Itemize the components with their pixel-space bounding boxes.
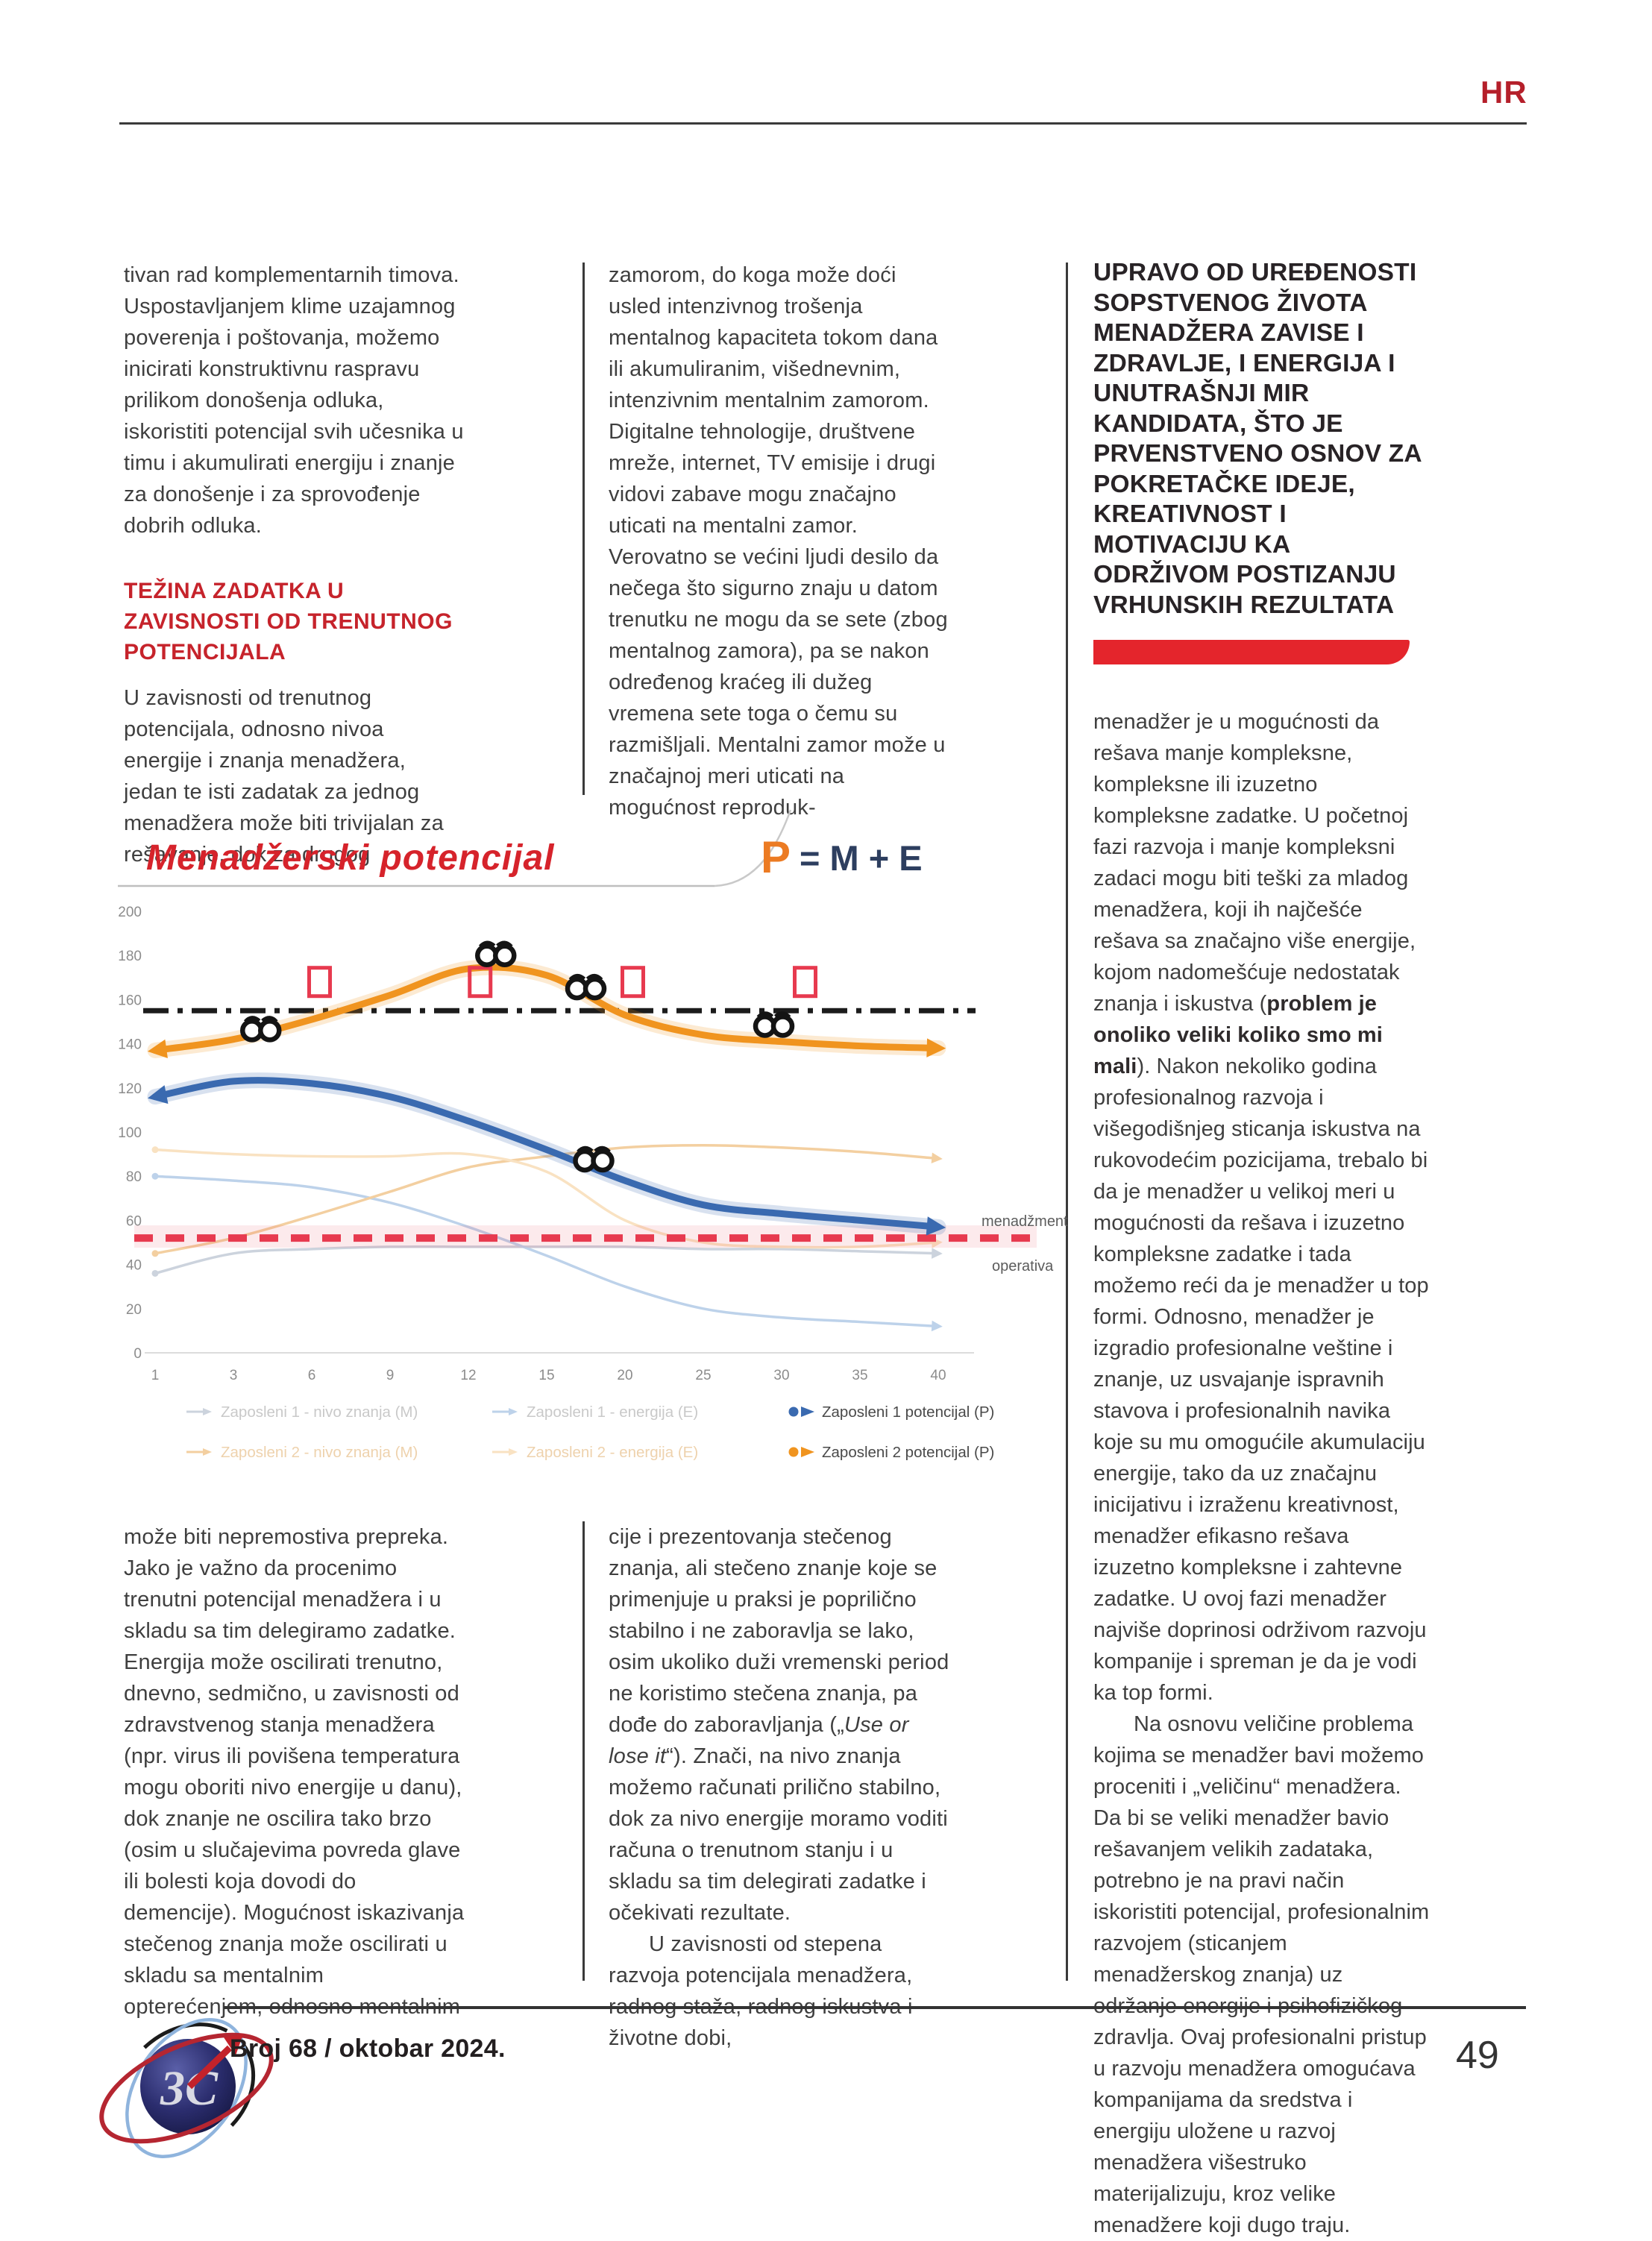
svg-text:80: 80 [126,1169,142,1185]
svg-text:operativa: operativa [992,1258,1054,1274]
text-run: ). Nakon nekoliko godina profesionalnog … [1093,1055,1429,1705]
brand-logo: 3C [99,2018,274,2158]
chart-canvas: Menadžerski potencijal P = M + E 0 20 40 60 80 1… [118,809,1068,1461]
column-divider [582,263,585,795]
svg-text:25: 25 [695,1368,711,1383]
svg-text:100: 100 [118,1125,142,1141]
paragraph: U zavisnosti od trenutnog potencijala, o… [124,686,444,867]
svg-text:30: 30 [773,1368,789,1383]
svg-text:9: 9 [386,1368,395,1383]
article-column-2: zamorom, do koga može doći usled intenzi… [609,260,950,823]
text-run: menadžer je u mogućnosti da rešava manje… [1093,710,1416,1016]
svg-text:0: 0 [134,1346,142,1362]
page-number: 49 [1456,2034,1499,2077]
svg-text:Zaposleni 1 - nivo znanja (M): Zaposleni 1 - nivo znanja (M) [221,1404,418,1421]
paragraph: zamorom, do koga može doći usled intenzi… [609,263,948,820]
svg-text:Zaposleni 2 - energija (E): Zaposleni 2 - energija (E) [527,1444,698,1461]
paragraph: može biti nepremostiva prepreka. Jako je… [124,1525,465,2019]
magazine-page: { "header": { "section_tag": "HR" }, "ar… [99,75,1527,2237]
svg-text:200: 200 [118,905,142,920]
svg-text:20: 20 [617,1368,632,1383]
pull-quote-heading: UPRAVO OD UREĐENOSTI SOPSTVENOG ŽIVOTA M… [1093,259,1422,619]
svg-text:Zaposleni 1 - energija (E): Zaposleni 1 - energija (E) [527,1404,698,1421]
paragraph: Na osnovu veličine problema kojima se me… [1093,1712,1430,2237]
svg-text:40: 40 [126,1258,142,1274]
text-run: cije i prezentovanja stečenog znanja, al… [609,1525,949,1737]
text-run: “). Znači, na nivo znanja možemo računat… [609,1744,948,1925]
column-divider [582,1521,585,1981]
svg-text:1: 1 [151,1368,160,1383]
paragraph: cije i prezentovanja stečenog znanja, al… [609,1521,950,1929]
svg-text:3: 3 [230,1368,238,1383]
svg-text:140: 140 [118,1037,142,1053]
italic-text-run: Use or lose it [609,1713,909,1768]
article-column-2-lower: cije i prezentovanja stečenog znanja, al… [609,1521,950,2054]
svg-text:120: 120 [118,1081,142,1097]
svg-text:12: 12 [460,1368,476,1383]
svg-text:Menadžerski potencijal: Menadžerski potencijal [146,838,555,878]
svg-text:60: 60 [126,1213,142,1229]
column-divider [1066,263,1068,1981]
bold-text-run: problem je onoliko veliki koliko smo mi … [1093,992,1383,1078]
svg-text:Zaposleni 1 potencijal (P): Zaposleni 1 potencijal (P) [822,1404,994,1421]
svg-text:Zaposleni 2 - nivo znanja (M): Zaposleni 2 - nivo znanja (M) [221,1444,418,1461]
article-column-3: UPRAVO OD UREĐENOSTI SOPSTVENOG ŽIVOTA M… [1093,258,1430,2241]
section-heading: TEŽINA ZADATKA U ZAVISNOSTI OD TRENUTNOG… [124,579,453,664]
paragraph: U zavisnosti od stepena razvoja potencij… [609,1932,913,2050]
paragraph: menadžer je u mogućnosti da rešava manje… [1093,706,1430,1709]
top-rule [119,122,1527,125]
paragraph: tivan rad komplementarnih timova. Uspost… [124,263,464,538]
svg-text:15: 15 [538,1368,554,1383]
logo-arrow [186,2034,243,2090]
svg-text:160: 160 [118,993,142,1008]
logo-red-orbit [99,2032,274,2144]
potential-chart: Menadžerski potencijal P = M + E 0 20 40 60 80 1… [118,807,1069,1467]
svg-text:P= M + E: P = M + E [761,832,923,882]
issue-info: Broj 68 / oktobar 2024. [230,2034,506,2063]
svg-text:menadžment: menadžment [982,1213,1068,1230]
section-tag: HR [1480,75,1527,110]
svg-text:180: 180 [118,949,142,964]
svg-text:40: 40 [930,1368,946,1383]
red-accent-bar [1093,640,1410,664]
article-column-1: tivan rad komplementarnih timova. Uspost… [124,260,465,870]
svg-text:6: 6 [308,1368,316,1383]
svg-text:35: 35 [852,1368,867,1383]
footer-rule [224,2006,1526,2009]
svg-text:20: 20 [126,1302,142,1318]
article-column-1-lower: može biti nepremostiva prepreka. Jako je… [124,1521,465,2022]
svg-text:Zaposleni 2 potencijal (P): Zaposleni 2 potencijal (P) [822,1444,994,1461]
